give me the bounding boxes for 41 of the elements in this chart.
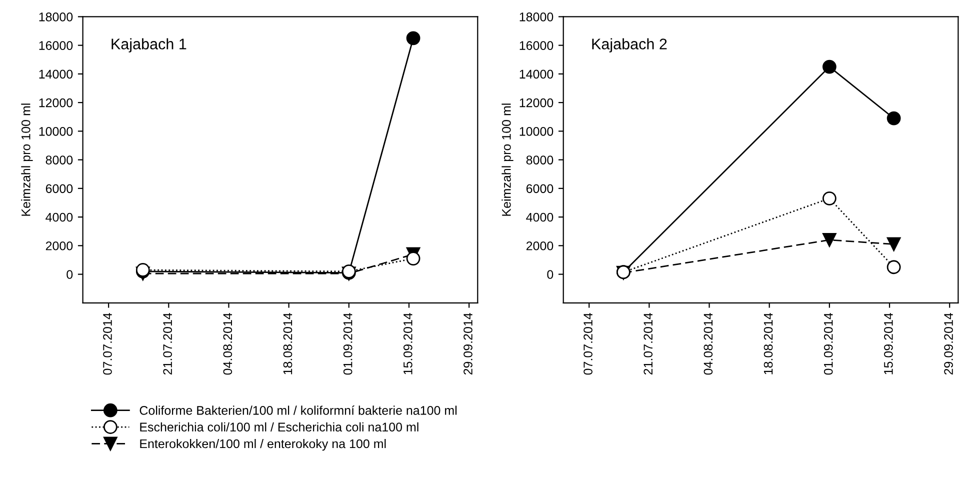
x-tick-label: 07.07.2014	[584, 312, 592, 375]
x-tick-label: 29.09.2014	[464, 312, 472, 375]
y-tick-label: 12000	[520, 98, 554, 108]
y-tick-label: 0	[547, 270, 554, 279]
x-tick-label: 21.07.2014	[163, 312, 172, 375]
y-tick-label: 2000	[526, 241, 554, 250]
y-tick-label: 14000	[39, 70, 73, 79]
y-tick-label: 10000	[520, 126, 554, 136]
x-tick-label: 01.09.2014	[343, 312, 352, 375]
legend-label: Escherichia coli/100 ml / Escherichia coli na100 ml	[140, 422, 418, 432]
y-tick-label: 8000	[526, 156, 554, 164]
x-tick-label: 15.09.2014	[884, 312, 893, 374]
legend-label: Coliforme Bakterien/100 ml / koliformní bakterie na100 ml	[140, 406, 457, 415]
y-tick-label: 6000	[46, 184, 73, 194]
legend-label: Enterokokken/100 ml / enterokoky na 100 ml	[140, 438, 386, 451]
text: Kajabach 2	[592, 38, 667, 52]
y-tick-label: 4000	[526, 212, 554, 222]
y-tick-label: 16000	[39, 41, 73, 50]
x-tick-label: 18.08.2014	[283, 312, 292, 374]
y-tick-label: 16000	[520, 41, 554, 50]
x-tick-label: 18.08.2014	[764, 312, 773, 374]
x-tick-label: 04.08.2014	[704, 312, 713, 375]
y-tick-label: 4000	[46, 212, 73, 222]
y-tick-label: 2000	[46, 241, 73, 250]
y-tick-label: 12000	[39, 98, 73, 108]
y-axis-title: Keimzahl pro 100 ml	[502, 104, 514, 216]
y-tick-label: 14000	[520, 70, 554, 79]
x-tick-label: 04.08.2014	[223, 312, 232, 375]
y-tick-label: 18000	[39, 12, 73, 22]
y-tick-label: 6000	[526, 184, 554, 194]
x-tick-label: 21.07.2014	[644, 312, 653, 375]
x-tick-label: 29.09.2014	[944, 312, 953, 375]
x-tick-label: 01.09.2014	[824, 312, 833, 375]
y-tick-label: 8000	[46, 156, 73, 164]
y-tick-label: 10000	[39, 126, 73, 136]
text: Kajabach 1	[112, 38, 186, 52]
y-tick-label: 18000	[520, 12, 554, 22]
y-tick-label: 0	[66, 270, 73, 279]
x-tick-label: 07.07.2014	[103, 312, 112, 375]
x-tick-label: 15.09.2014	[403, 312, 412, 374]
y-axis-title: Keimzahl pro 100 ml	[21, 104, 33, 216]
